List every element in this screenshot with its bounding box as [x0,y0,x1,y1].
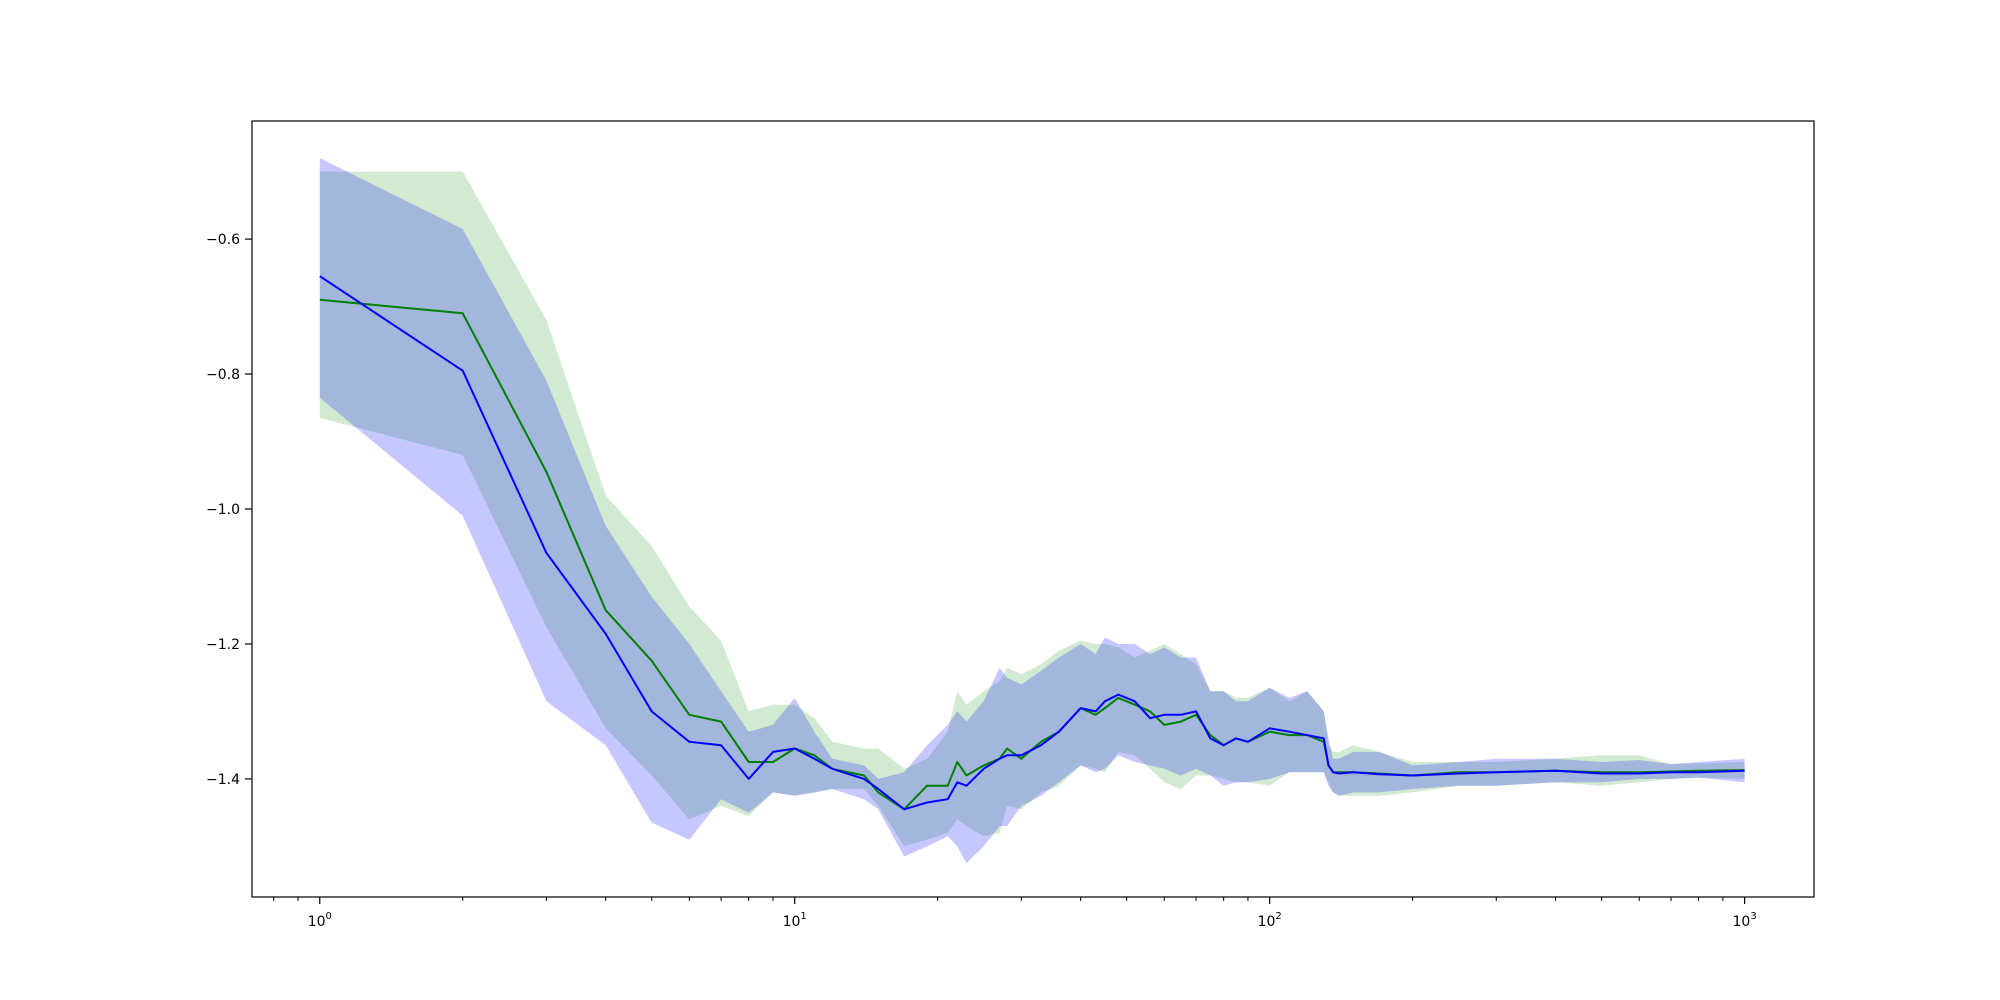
confidence-bands [319,158,1745,864]
x-tick-label: 100 [308,911,332,930]
x-tick-label: 101 [783,911,807,930]
y-tick-label: −1.0 [206,502,240,518]
series-lines [319,275,1745,811]
y-tick-label: −0.6 [206,232,240,248]
series-2-band [319,158,1745,864]
x-tick-label: 102 [1258,911,1282,930]
y-tick-label: −0.8 [206,367,240,383]
y-axis: −1.4 −1.2 −1.0 −0.8 −0.6 [206,232,252,788]
y-tick-label: −1.2 [206,637,240,653]
series-1-band [319,171,1745,847]
x-tick-label: 103 [1732,911,1756,930]
y-tick-label: −1.4 [206,772,240,788]
series-2-line [319,275,1745,811]
x-axis: 100 101 102 103 [273,897,1757,930]
